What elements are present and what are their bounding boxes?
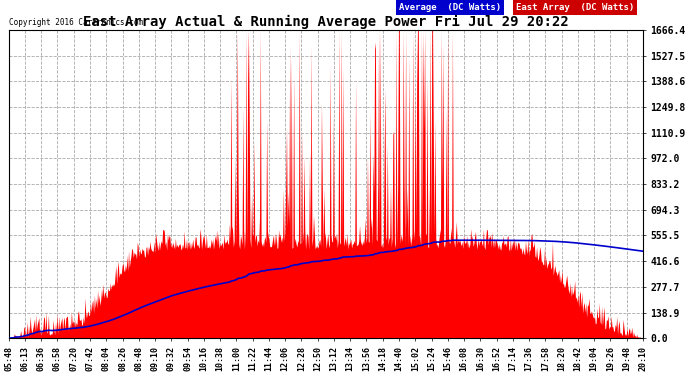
- Text: East Array  (DC Watts): East Array (DC Watts): [516, 3, 634, 12]
- Text: Copyright 2016 Cartronics.com: Copyright 2016 Cartronics.com: [9, 18, 143, 27]
- Text: Average  (DC Watts): Average (DC Watts): [399, 3, 501, 12]
- Title: East Array Actual & Running Average Power Fri Jul 29 20:22: East Array Actual & Running Average Powe…: [83, 15, 569, 29]
